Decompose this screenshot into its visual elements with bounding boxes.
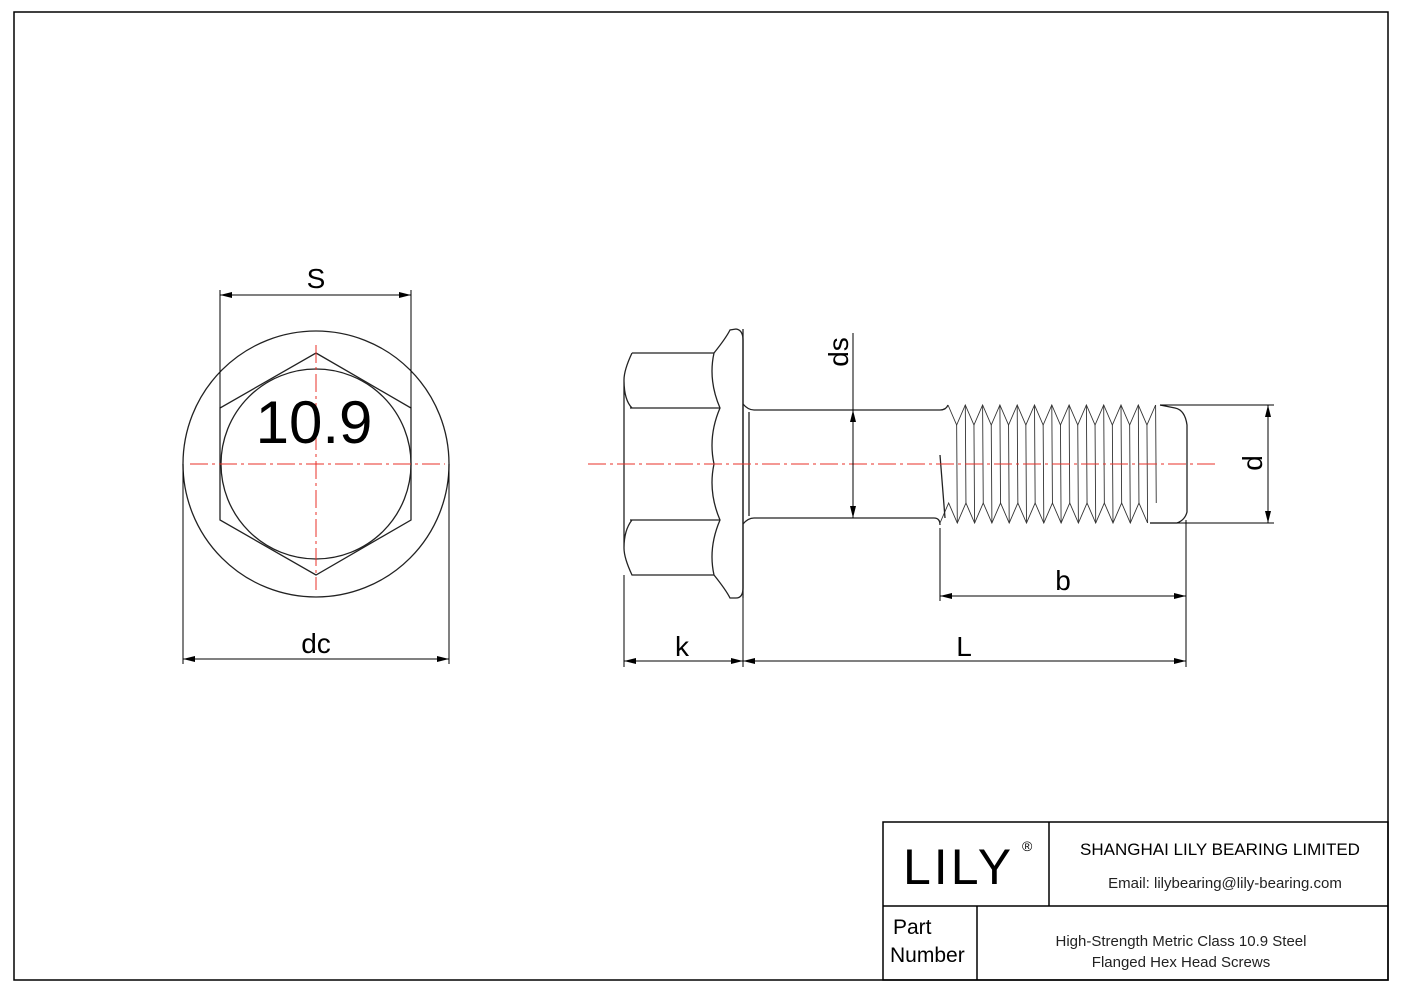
s-label: S [307, 263, 326, 294]
grade-marking: 10.9 [256, 389, 373, 456]
hex-head-side [623, 352, 720, 576]
thread-helix [956, 404, 1157, 524]
thread-end [939, 404, 1188, 524]
ds-label: ds [823, 337, 854, 367]
company-name: SHANGHAI LILY BEARING LIMITED [1080, 840, 1360, 859]
part-label-line1: Part [893, 916, 932, 939]
k-label: k [675, 631, 690, 662]
registered-mark: ® [1022, 838, 1033, 854]
title-block: LILY ® SHANGHAI LILY BEARING LIMITED Ema… [882, 821, 1389, 981]
drawing-border [13, 11, 1389, 981]
l-label: L [956, 631, 972, 662]
part-name-line1: High-Strength Metric Class 10.9 Steel [1056, 933, 1307, 950]
d-label: d [1237, 455, 1268, 471]
b-label: b [1055, 565, 1071, 596]
company-email: Email: lilybearing@lily-bearing.com [1108, 875, 1342, 892]
part-name-line2: Flanged Hex Head Screws [1092, 954, 1270, 971]
part-label-line2: Number [890, 944, 965, 967]
company-logo: LILY [903, 839, 1014, 895]
front-view: 10.9 S dc [182, 263, 450, 664]
side-view: ds d b k L [588, 328, 1274, 667]
dc-label: dc [301, 628, 331, 659]
